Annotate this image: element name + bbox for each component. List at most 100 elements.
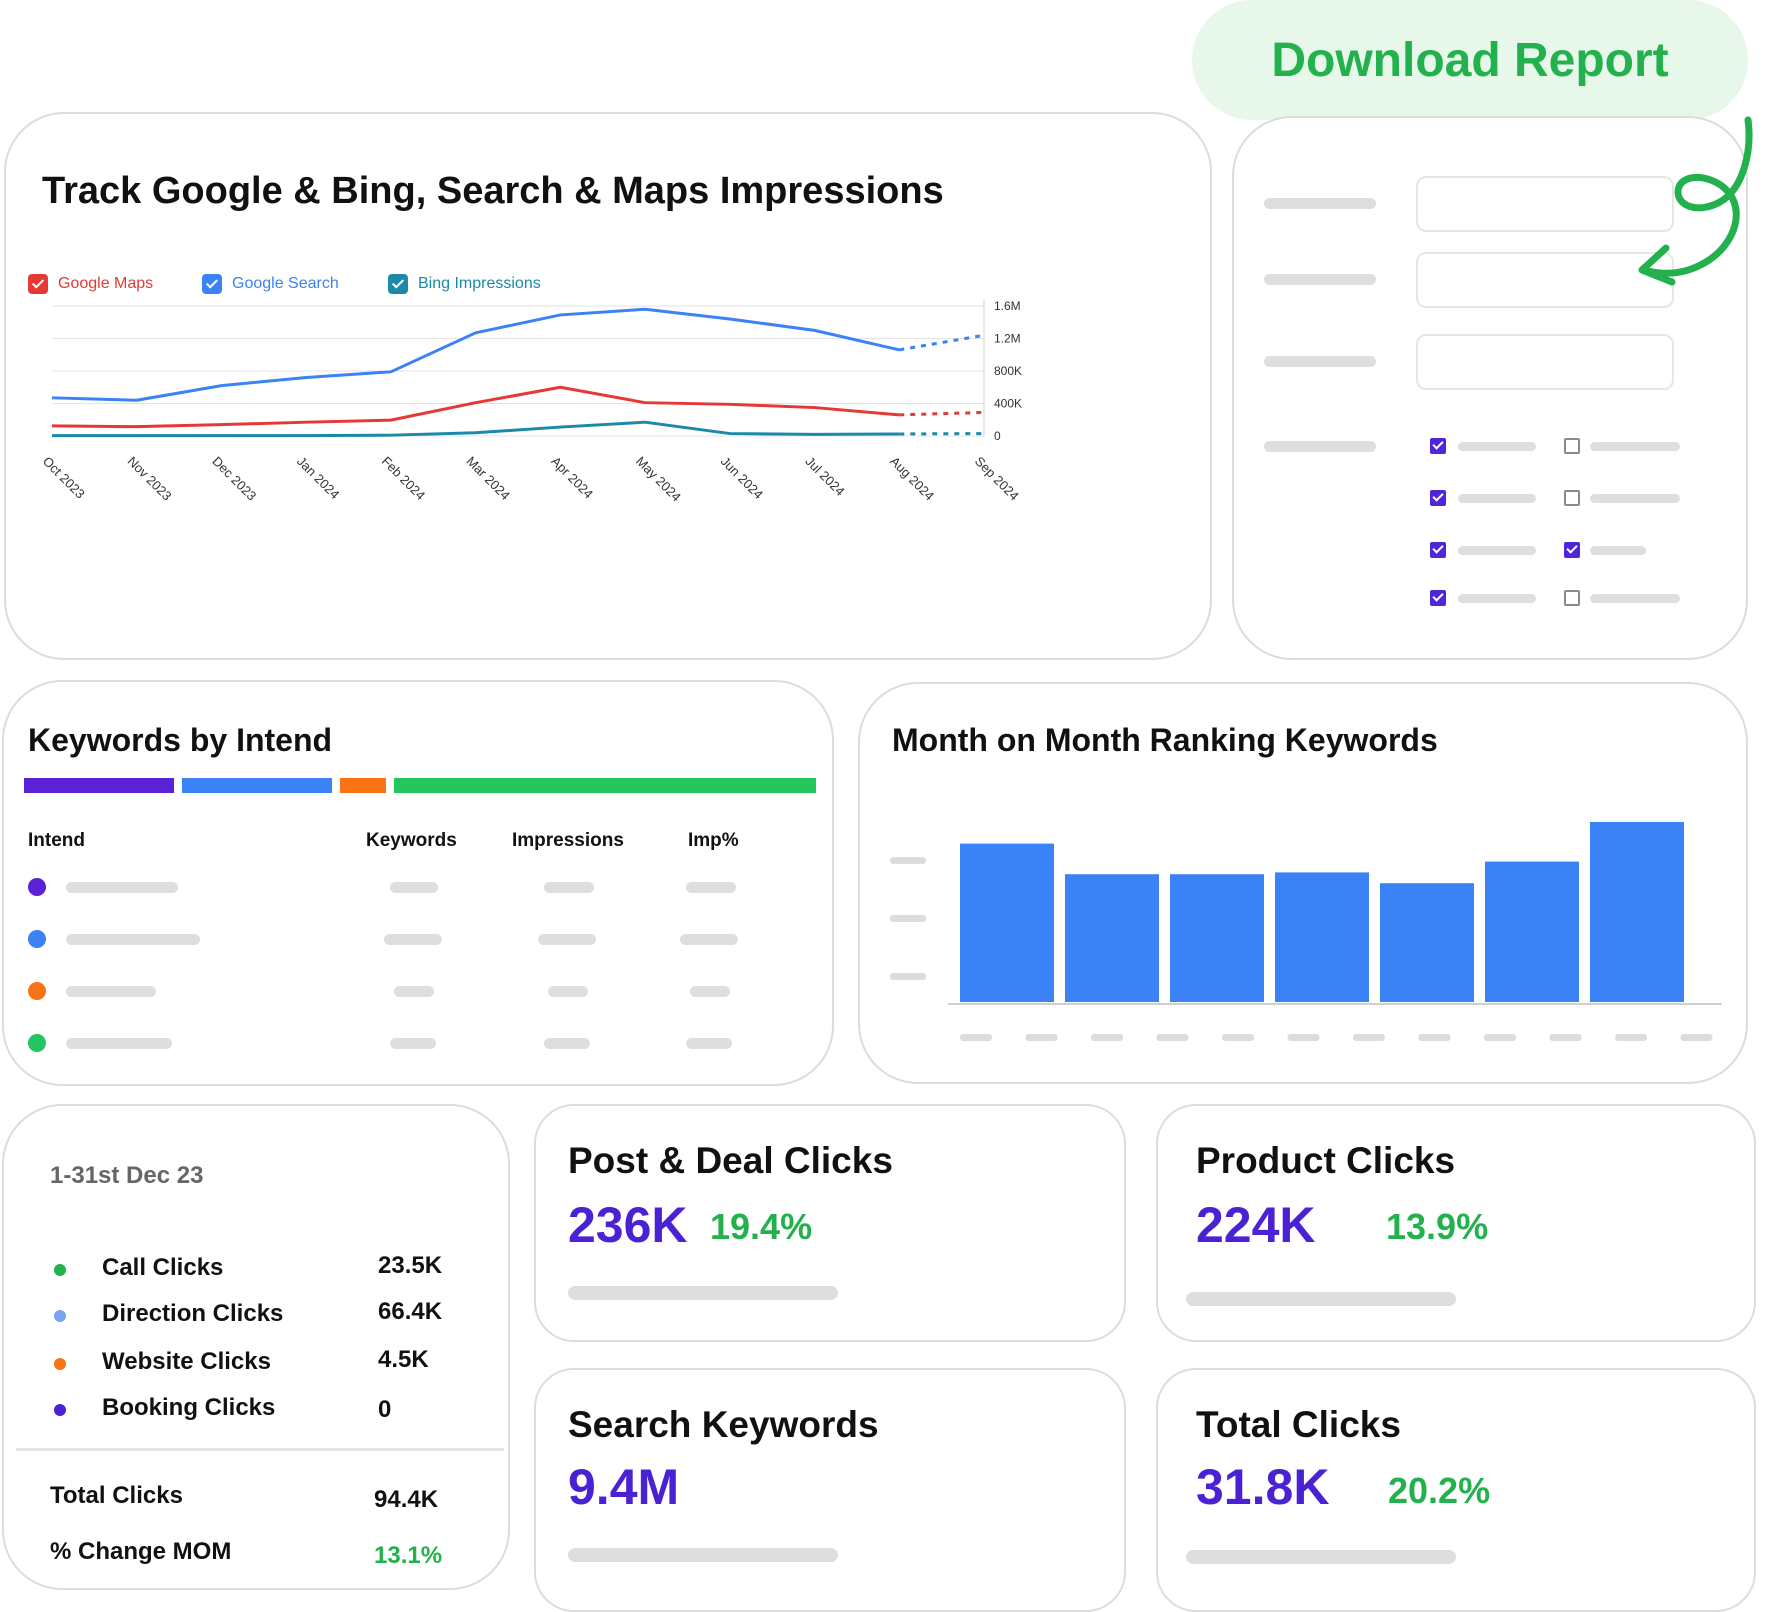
x-tick-label: Oct 2023	[40, 454, 88, 502]
option-label-placeholder	[1590, 494, 1680, 503]
y-tick-label: 400K	[994, 397, 1022, 411]
bar	[1170, 874, 1264, 1002]
column-header-impressions: Impressions	[512, 830, 624, 852]
form-label-placeholder	[1264, 441, 1376, 452]
y-tick-placeholder	[890, 973, 926, 980]
series-projection-line	[899, 412, 984, 414]
bar	[960, 844, 1054, 1002]
row-placeholder	[66, 882, 178, 893]
option-checkbox[interactable]	[1564, 438, 1580, 454]
progress-placeholder	[1186, 1292, 1456, 1306]
option-checkbox[interactable]	[1430, 490, 1446, 506]
row-placeholder	[538, 934, 596, 945]
clicks-summary-card: 1-31st Dec 23 Call Clicks 23.5K Directio…	[2, 1104, 510, 1590]
product-clicks-value: 224K	[1196, 1196, 1316, 1254]
option-label-placeholder	[1458, 594, 1536, 603]
call-clicks-dot	[54, 1264, 66, 1276]
direction-clicks-value: 66.4K	[378, 1298, 442, 1326]
option-checkbox[interactable]	[1430, 542, 1446, 558]
y-tick-label: 800K	[994, 364, 1022, 378]
option-checkbox[interactable]	[1564, 590, 1580, 606]
x-tick-label: Feb 2024	[379, 454, 428, 503]
option-checkbox[interactable]	[1564, 542, 1580, 558]
post-deal-clicks-card: Post & Deal Clicks 236K 19.4%	[534, 1104, 1126, 1342]
column-header-intend: Intend	[28, 830, 85, 852]
option-label-placeholder	[1590, 442, 1680, 451]
intent-dot	[28, 930, 46, 948]
keywords-intent-title: Keywords by Intend	[28, 722, 332, 759]
row-placeholder	[544, 882, 594, 893]
column-header-imp-pct: Imp%	[688, 830, 739, 852]
total-clicks-title: Total Clicks	[1196, 1404, 1401, 1446]
x-tick-placeholder	[1615, 1034, 1647, 1041]
x-tick-placeholder	[1157, 1034, 1189, 1041]
product-clicks-title: Product Clicks	[1196, 1140, 1455, 1182]
x-tick-placeholder	[1026, 1034, 1058, 1041]
form-label-placeholder	[1264, 356, 1376, 367]
bar	[1065, 874, 1159, 1002]
website-clicks-dot	[54, 1358, 66, 1370]
post-deal-value: 236K	[568, 1196, 688, 1254]
download-report-button[interactable]: Download Report	[1192, 0, 1748, 120]
y-tick-label: 1.2M	[994, 332, 1021, 346]
option-label-placeholder	[1590, 546, 1646, 555]
intent-segment	[340, 778, 386, 793]
row-placeholder	[680, 934, 738, 945]
x-tick-label: Apr 2024	[548, 454, 596, 502]
search-keywords-value: 9.4M	[568, 1458, 679, 1516]
row-placeholder	[690, 986, 730, 997]
x-tick-label: Jul 2024	[802, 454, 847, 499]
row-placeholder	[390, 882, 438, 893]
column-header-keywords: Keywords	[366, 830, 457, 852]
x-tick-placeholder	[1419, 1034, 1451, 1041]
post-deal-title: Post & Deal Clicks	[568, 1140, 893, 1182]
option-checkbox[interactable]	[1564, 490, 1580, 506]
x-tick-placeholder	[1681, 1034, 1713, 1041]
x-tick-placeholder	[1222, 1034, 1254, 1041]
row-placeholder	[686, 882, 736, 893]
post-deal-pct: 19.4%	[710, 1206, 812, 1248]
option-label-placeholder	[1458, 442, 1536, 451]
row-placeholder	[390, 1038, 436, 1049]
x-tick-label: Sep 2024	[972, 454, 1022, 504]
booking-clicks-label: Booking Clicks	[102, 1394, 275, 1422]
search-keywords-title: Search Keywords	[568, 1404, 879, 1446]
option-checkbox[interactable]	[1430, 438, 1446, 454]
row-placeholder	[384, 934, 442, 945]
website-clicks-value: 4.5K	[378, 1346, 429, 1374]
intent-dot	[28, 878, 46, 896]
x-tick-label: Aug 2024	[887, 454, 937, 504]
product-clicks-pct: 13.9%	[1386, 1206, 1488, 1248]
call-clicks-value: 23.5K	[378, 1252, 442, 1280]
total-clicks-pct: 20.2%	[1388, 1470, 1490, 1512]
search-keywords-card: Search Keywords 9.4M	[534, 1368, 1126, 1612]
total-clicks-stat-value: 31.8K	[1196, 1458, 1329, 1516]
row-placeholder	[66, 1038, 172, 1049]
row-placeholder	[544, 1038, 590, 1049]
form-field[interactable]	[1416, 334, 1674, 390]
x-tick-placeholder	[1550, 1034, 1582, 1041]
x-tick-label: Mar 2024	[464, 454, 513, 503]
direction-clicks-dot	[54, 1310, 66, 1322]
series-line	[52, 309, 899, 400]
mom-ranking-card: Month on Month Ranking Keywords	[858, 682, 1748, 1084]
curly-arrow-icon	[1620, 110, 1770, 300]
bar	[1380, 883, 1474, 1002]
x-tick-label: Jan 2024	[294, 454, 342, 502]
bar	[1485, 862, 1579, 1002]
x-tick-placeholder	[1091, 1034, 1123, 1041]
mom-bar-chart	[860, 684, 1746, 1082]
keywords-intent-card: Keywords by Intend Intend Keywords Impre…	[2, 680, 834, 1086]
form-label-placeholder	[1264, 274, 1376, 285]
form-label-placeholder	[1264, 198, 1376, 209]
website-clicks-label: Website Clicks	[102, 1348, 271, 1376]
x-tick-placeholder	[1288, 1034, 1320, 1041]
progress-placeholder	[568, 1286, 838, 1300]
y-tick-label: 1.6M	[994, 299, 1021, 313]
call-clicks-label: Call Clicks	[102, 1254, 223, 1282]
y-tick-label: 0	[994, 429, 1001, 443]
option-checkbox[interactable]	[1430, 590, 1446, 606]
x-tick-label: Nov 2023	[125, 454, 175, 504]
progress-placeholder	[568, 1548, 838, 1562]
intent-segment	[24, 778, 174, 793]
